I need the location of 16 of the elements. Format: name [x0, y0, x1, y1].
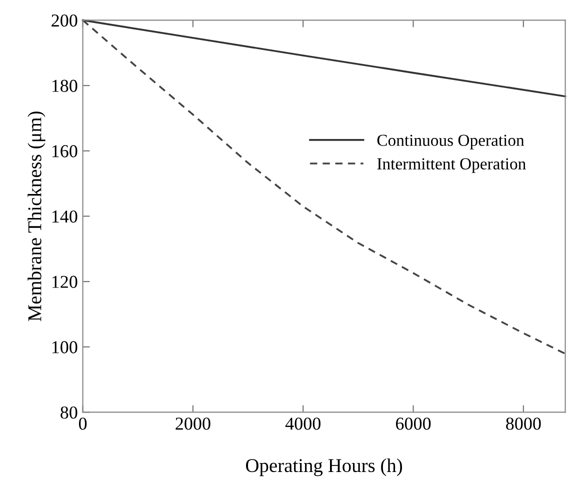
y-tick-label: 80 — [60, 406, 78, 419]
legend-label: Intermittent Operation — [377, 158, 526, 173]
y-tick-label: 120 — [52, 276, 78, 288]
x-tick-label: 2000 — [176, 418, 210, 430]
x-tick-label: 0 — [78, 418, 87, 430]
y-tick-label: 180 — [52, 80, 78, 92]
x-tick-label: 8000 — [506, 418, 541, 430]
y-tick-label: 100 — [52, 341, 78, 354]
legend-label: Continuous Operation — [377, 134, 524, 150]
y-tick-label: 200 — [52, 14, 78, 27]
y-tick-label: 160 — [52, 145, 78, 158]
y-axis-title: Membrane Thickness (μm) — [28, 112, 46, 322]
y-tick-label: 140 — [52, 210, 78, 223]
x-axis-title: Operating Hours (h) — [246, 458, 402, 476]
x-tick-label: 4000 — [285, 418, 320, 430]
x-tick-label: 6000 — [396, 418, 431, 430]
